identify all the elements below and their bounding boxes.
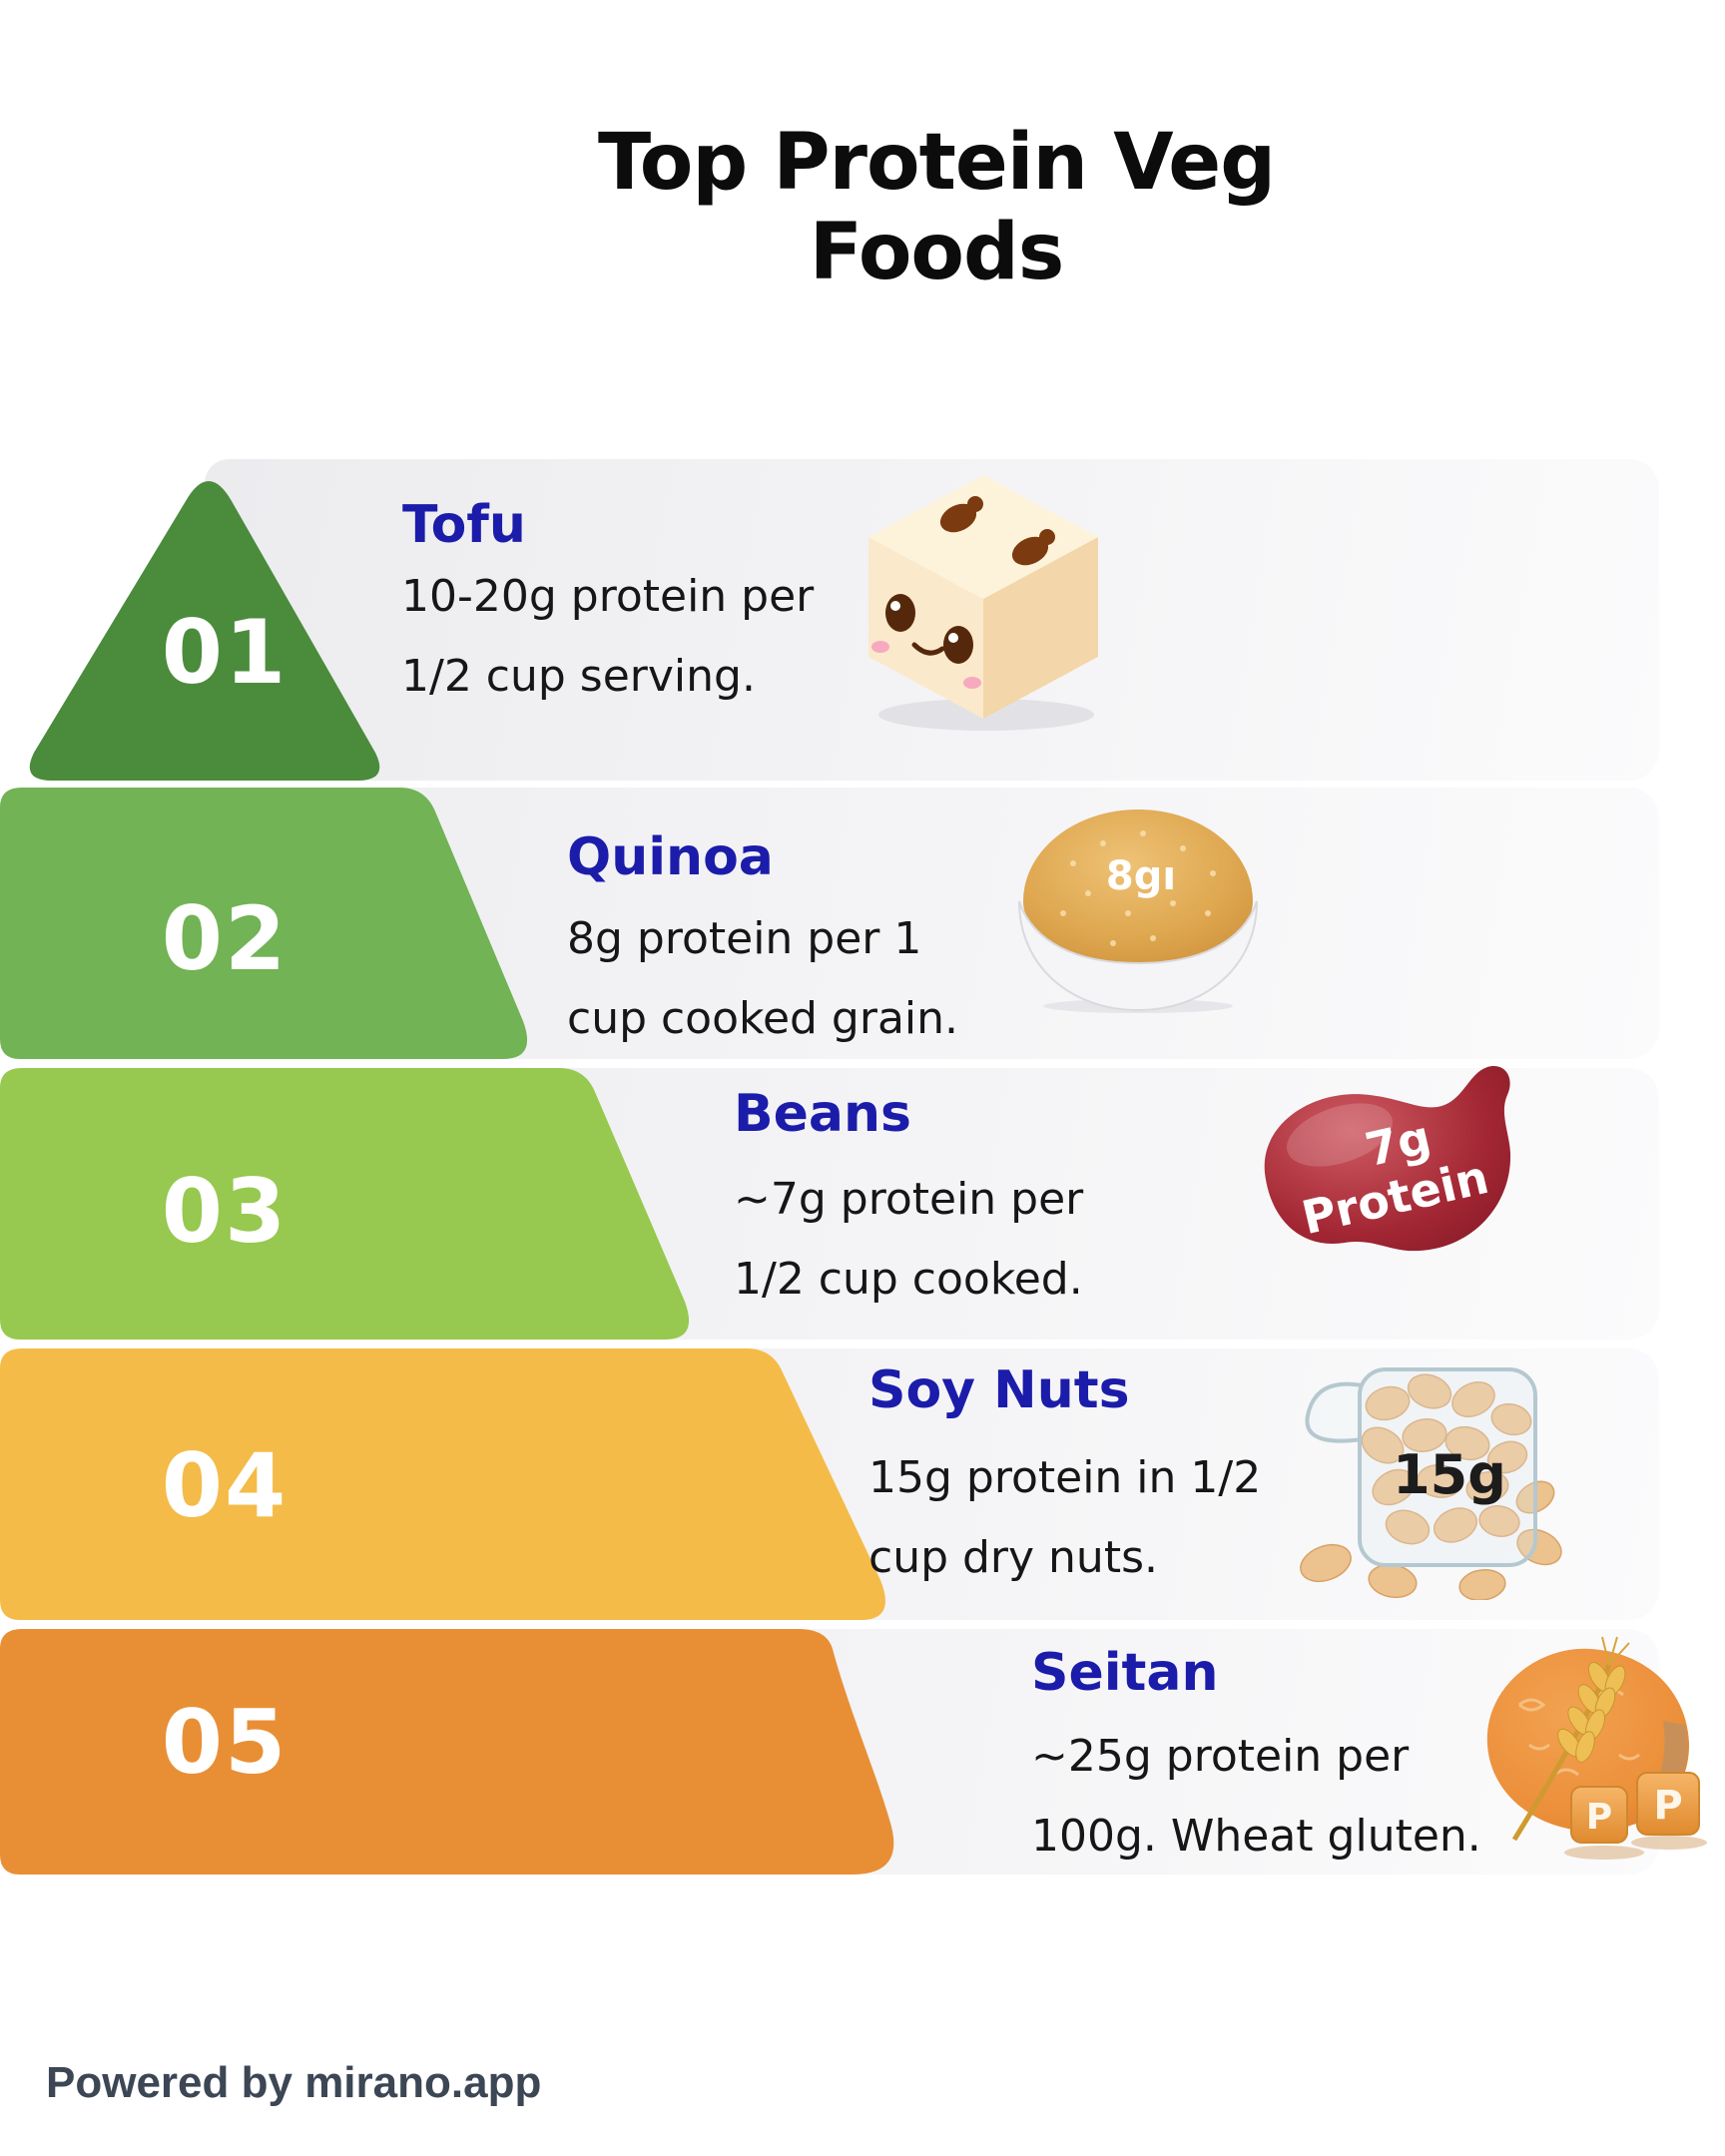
description-line: cup cooked grain. [567,993,959,1044]
protein-cube-letter: P [1586,1797,1612,1838]
pyramid-level-3-shape [0,1068,690,1340]
description-line: 1/2 cup cooked. [734,1254,1083,1305]
page-title: Top Protein Veg Foods [597,118,1276,297]
rank-number: 05 [161,1691,288,1794]
description-line: cup dry nuts. [868,1532,1158,1583]
food-description: ~25g protein per 100g. Wheat gluten. [1031,1717,1481,1877]
food-name: Beans [734,1084,911,1144]
rank-number: 02 [161,887,288,990]
description-line: 1/2 cup serving. [401,651,756,702]
food-description: 15g protein in 1/2 cup dry nuts. [868,1438,1261,1598]
rank-number: 01 [161,601,288,704]
protein-cube-letter: P [1653,1783,1682,1829]
description-line: ~7g protein per [734,1174,1084,1225]
quinoa-bowl-icon: 8gı [1018,809,1258,1013]
row-beans: 03 Beans ~7g protein per 1/2 cup cooked.… [0,1066,1725,1340]
row-tofu: 01 Tofu 10-20g protein per 1/2 cup servi… [0,459,1725,781]
quinoa-badge-label: 8gı [1106,853,1176,899]
seitan-loaf-icon: P P [1486,1636,1707,1860]
row-seitan: 05 Seitan ~25g protein per 100g. Wheat g… [0,1629,1725,1875]
soy-badge-label: 15g [1393,1443,1506,1506]
description-line: ~25g protein per [1031,1731,1410,1782]
description-line: 8g protein per 1 [567,913,922,964]
description-line: 100g. Wheat gluten. [1031,1811,1481,1862]
food-description: ~7g protein per 1/2 cup cooked. [734,1160,1083,1320]
food-description: 8g protein per 1 cup cooked grain. [567,899,958,1059]
food-name: Seitan [1031,1643,1219,1703]
pyramid-level-2-shape [0,788,528,1059]
row-quinoa: 02 Quinoa 8g protein per 1 cup cooked gr… [0,788,1725,1059]
rank-number: 04 [161,1434,288,1537]
rank-number: 03 [161,1160,288,1263]
description-line: 15g protein in 1/2 [868,1452,1262,1503]
powered-by-credit: Powered by mirano.app [46,2058,542,2107]
pyramid-level-5-shape [0,1629,894,1875]
tofu-cube-icon [868,475,1098,731]
pyramid-level-4-shape [0,1348,885,1620]
pyramid-level-1-shape [29,481,380,781]
description-line: 10-20g protein per [401,571,815,622]
food-name: Quinoa [567,827,774,887]
food-description: 10-20g protein per 1/2 cup serving. [401,557,814,717]
red-bean-icon: 7g Protein [1264,1066,1511,1252]
food-name: Soy Nuts [868,1360,1130,1420]
row-soy-nuts: 04 Soy Nuts 15g protein in 1/2 cup dry n… [0,1348,1725,1620]
food-name: Tofu [402,495,526,555]
soy-nuts-cup-icon: 15g [1300,1367,1562,1600]
